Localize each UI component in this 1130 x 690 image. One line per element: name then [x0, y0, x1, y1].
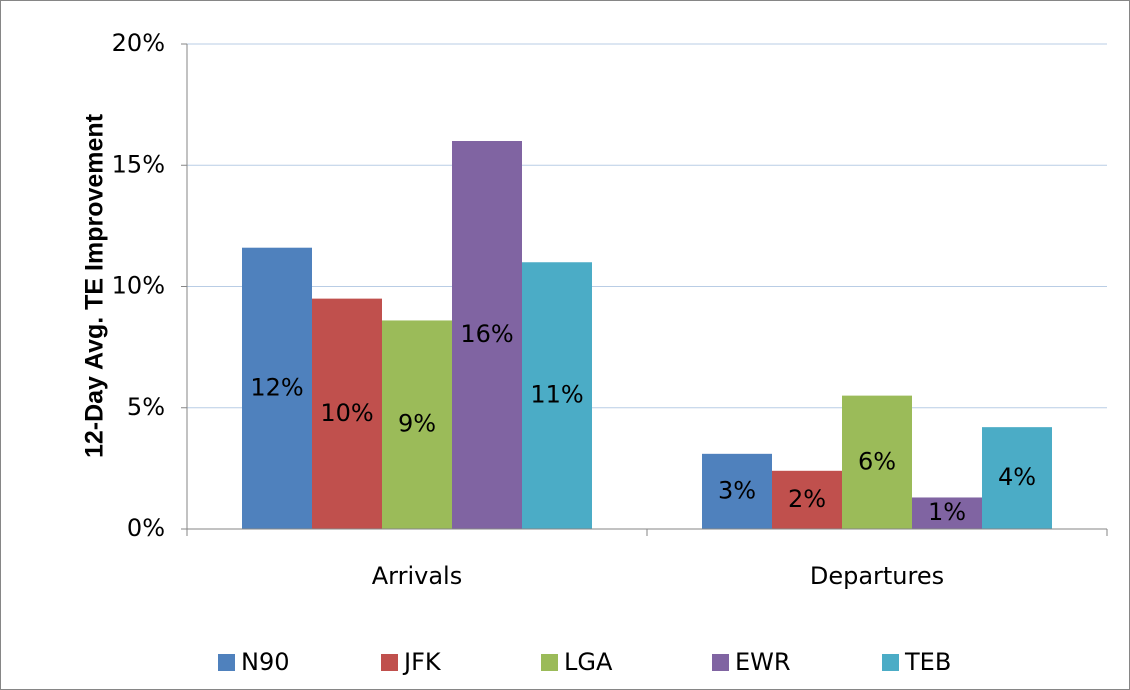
- legend-swatch: [218, 654, 235, 671]
- bar: [912, 497, 982, 529]
- data-label: 4%: [998, 463, 1036, 491]
- y-tick-label: 10%: [112, 272, 165, 300]
- data-label: 1%: [928, 498, 966, 526]
- data-label: 11%: [530, 381, 583, 409]
- legend-swatch: [541, 654, 558, 671]
- bars: [242, 141, 1052, 529]
- bar: [242, 247, 312, 529]
- legend-swatch: [882, 654, 899, 671]
- legend-label: JFK: [402, 648, 442, 676]
- legend-swatch: [381, 654, 398, 671]
- bar: [842, 395, 912, 529]
- bar: [982, 427, 1052, 529]
- bar: [702, 453, 772, 529]
- legend-swatch: [712, 654, 729, 671]
- data-label: 3%: [718, 476, 756, 504]
- legend-label: N90: [241, 648, 290, 676]
- y-axis-title: 12-Day Avg. TE Improvement: [81, 113, 109, 458]
- data-label: 9%: [398, 410, 436, 438]
- y-tick-label: 20%: [112, 29, 165, 57]
- y-tick-label: 0%: [127, 514, 165, 542]
- legend-label: LGA: [564, 648, 613, 676]
- x-tick-label: Arrivals: [372, 562, 462, 590]
- bar: [382, 320, 452, 529]
- x-tick-label: Departures: [810, 562, 944, 590]
- data-label: 16%: [460, 320, 513, 348]
- data-label: 2%: [788, 485, 826, 513]
- bar: [772, 470, 842, 529]
- y-tick-label: 15%: [112, 150, 165, 178]
- data-label: 12%: [250, 373, 303, 401]
- bar: [522, 262, 592, 529]
- data-label: 10%: [320, 399, 373, 427]
- legend-label: TEB: [904, 648, 951, 676]
- bar: [312, 298, 382, 529]
- y-tick-label: 5%: [127, 393, 165, 421]
- legend-label: EWR: [735, 648, 791, 676]
- bar: [452, 141, 522, 529]
- data-label: 6%: [858, 447, 896, 475]
